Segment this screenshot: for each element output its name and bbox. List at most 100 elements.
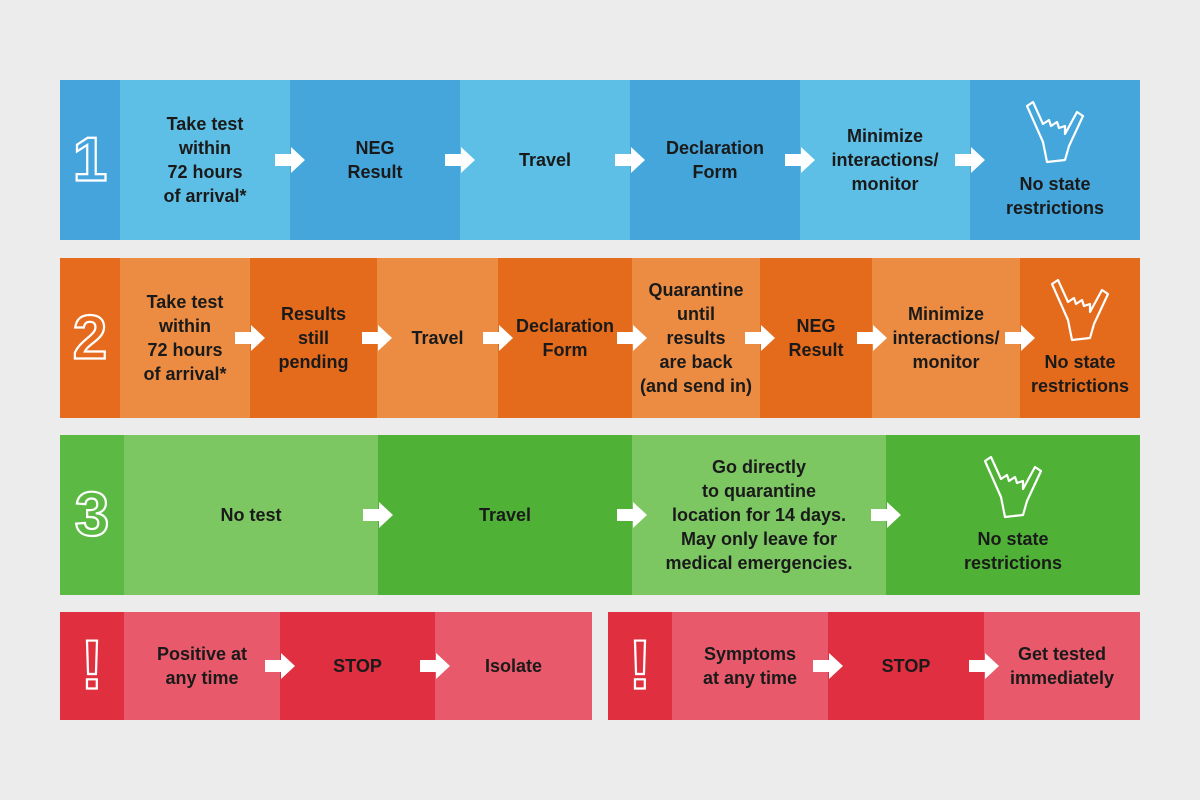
- step-text: restrictions: [1006, 198, 1104, 218]
- arrow: [969, 653, 999, 679]
- arrow: [1005, 325, 1035, 351]
- step-text: Quarantine: [648, 280, 743, 300]
- arrow: [813, 653, 843, 679]
- arrow: [617, 325, 647, 351]
- step-text: within: [178, 138, 231, 158]
- arrow: [483, 325, 513, 351]
- step-cell: [435, 612, 592, 720]
- arrow: [363, 502, 393, 528]
- step-text: until: [677, 304, 715, 324]
- arrow: [445, 147, 475, 173]
- flow-row: 2 Take test within 72 hours of arrival* Resul…: [60, 258, 1140, 418]
- step-text: Travel: [519, 150, 571, 170]
- step-cell: [124, 612, 280, 720]
- step-cell: [250, 258, 377, 418]
- step-text: monitor: [913, 352, 980, 372]
- row-number: 3: [75, 480, 109, 549]
- number-cell: [60, 258, 120, 418]
- step-text: of arrival*: [143, 364, 226, 384]
- step-cell: [498, 258, 632, 418]
- step-text: monitor: [852, 174, 919, 194]
- shaka-icon: [1050, 278, 1110, 342]
- step-cell: [120, 80, 290, 240]
- step-text: No test: [220, 505, 281, 525]
- step-text: interactions/: [831, 150, 938, 170]
- arrow: [235, 325, 265, 351]
- step-text: May only leave for: [681, 529, 837, 549]
- step-text: STOP: [882, 656, 931, 676]
- arrow: [871, 502, 901, 528]
- step-cell: [984, 612, 1140, 720]
- step-text: restrictions: [1031, 376, 1129, 396]
- flow-row: ! Symptoms at any time STOP Get tested immedi…: [608, 612, 1140, 720]
- step-text: Declaration: [516, 316, 614, 336]
- step-text: (and send in): [640, 376, 752, 396]
- step-text: results: [666, 328, 725, 348]
- step-text: interactions/: [892, 328, 999, 348]
- step-text: Form: [543, 340, 588, 360]
- step-text: 72 hours: [167, 162, 242, 182]
- arrow: [785, 147, 815, 173]
- step-cell: [672, 612, 828, 720]
- flow-row: 3 No test Travel Go directly to quarantine lo…: [60, 435, 1140, 595]
- step-text: Minimize: [908, 304, 984, 324]
- step-text: Get tested: [1018, 644, 1106, 664]
- step-text: Results: [281, 304, 346, 324]
- step-cell: [828, 612, 984, 720]
- number-cell: [60, 612, 124, 720]
- step-text: Travel: [479, 505, 531, 525]
- step-text: No state: [1044, 352, 1115, 372]
- step-text: Symptoms: [704, 644, 796, 664]
- step-cell: [760, 258, 872, 418]
- number-cell: [60, 80, 120, 240]
- step-text: Result: [347, 162, 402, 182]
- step-cell: [460, 80, 630, 240]
- flow-row: ! Positive at any time STOP Isolate: [60, 612, 592, 720]
- step-text: within: [158, 316, 211, 336]
- step-text: Minimize: [847, 126, 923, 146]
- step-text: restrictions: [964, 553, 1062, 573]
- arrow: [617, 502, 647, 528]
- row-number: !: [628, 625, 651, 703]
- step-cell: [1020, 258, 1140, 418]
- arrow: [275, 147, 305, 173]
- step-cell: [632, 435, 886, 595]
- step-text: Positive at: [157, 644, 247, 664]
- step-text: immediately: [1010, 668, 1114, 688]
- step-cell: [800, 80, 970, 240]
- step-text: at any time: [703, 668, 797, 688]
- number-cell: [608, 612, 672, 720]
- step-text: location for 14 days.: [672, 505, 846, 525]
- step-cell: [280, 612, 435, 720]
- arrow: [745, 325, 775, 351]
- step-text: Result: [788, 340, 843, 360]
- step-text: pending: [279, 352, 349, 372]
- step-text: Take test: [167, 114, 244, 134]
- step-cell: [632, 258, 760, 418]
- flow-row: 1 Take test within 72 hours of arrival* NEG Re…: [60, 80, 1140, 240]
- step-cell: [970, 80, 1140, 240]
- step-text: are back: [659, 352, 733, 372]
- step-text: to quarantine: [702, 481, 816, 501]
- step-cell: [120, 258, 250, 418]
- step-text: Form: [693, 162, 738, 182]
- arrow: [265, 653, 295, 679]
- step-text: medical emergencies.: [665, 553, 852, 573]
- step-text: 72 hours: [147, 340, 222, 360]
- row-number: !: [80, 625, 103, 703]
- step-text: still: [298, 328, 329, 348]
- step-cell: [886, 435, 1140, 595]
- arrow: [615, 147, 645, 173]
- step-text: NEG: [355, 138, 394, 158]
- step-cell: [630, 80, 800, 240]
- step-cell: [290, 80, 460, 240]
- step-text: Take test: [147, 292, 224, 312]
- shaka-icon: [983, 455, 1043, 519]
- step-cell: [872, 258, 1020, 418]
- step-text: Isolate: [485, 656, 542, 676]
- step-cell: [378, 435, 632, 595]
- step-text: STOP: [333, 656, 382, 676]
- row-number: 1: [73, 125, 107, 194]
- step-text: any time: [165, 668, 238, 688]
